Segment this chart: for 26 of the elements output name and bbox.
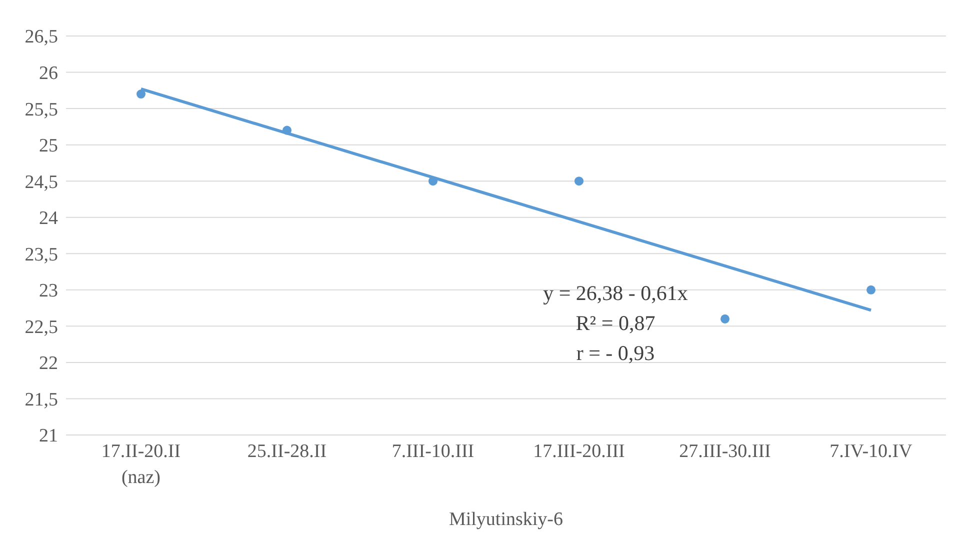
- point: [136, 90, 146, 99]
- y-tick-label: 23: [39, 280, 58, 302]
- y-tick-label: 25: [39, 136, 58, 157]
- x-tick-label: 17.II-20.II (naz): [101, 441, 181, 488]
- point: [866, 285, 876, 294]
- point: [428, 176, 438, 186]
- y-tick-label: 21: [39, 426, 58, 447]
- y-tick-label: 24,5: [24, 172, 58, 193]
- y-tick-label: 26: [39, 63, 58, 84]
- y-tick-label: 24: [39, 208, 58, 230]
- point: [574, 176, 584, 186]
- x-tick-label: 17.III-20.III: [533, 441, 625, 462]
- y-tick-label: 26,5: [24, 26, 58, 48]
- point: [282, 126, 292, 135]
- y-tick-label: 21,5: [24, 389, 58, 410]
- point: [720, 314, 730, 324]
- x-tick-label: 7.III-10.III: [392, 441, 474, 462]
- x-tick-label: 27.III-30.III: [679, 441, 771, 462]
- y-tick-label: 23,5: [24, 244, 58, 266]
- y-tick-label: 25,5: [24, 99, 58, 120]
- x-tick-label: 7.IV-10.IV: [830, 441, 913, 462]
- x-axis-title: Milyutinskiy-6: [448, 509, 564, 530]
- y-tick-label: 22,5: [24, 316, 58, 338]
- y-tick-label: 22: [39, 353, 58, 374]
- equation-note: y = 26,38 - 0,61x R² = 0,87 r = - 0,93: [542, 280, 689, 367]
- x-tick-label: 25.II-28.II: [247, 441, 327, 462]
